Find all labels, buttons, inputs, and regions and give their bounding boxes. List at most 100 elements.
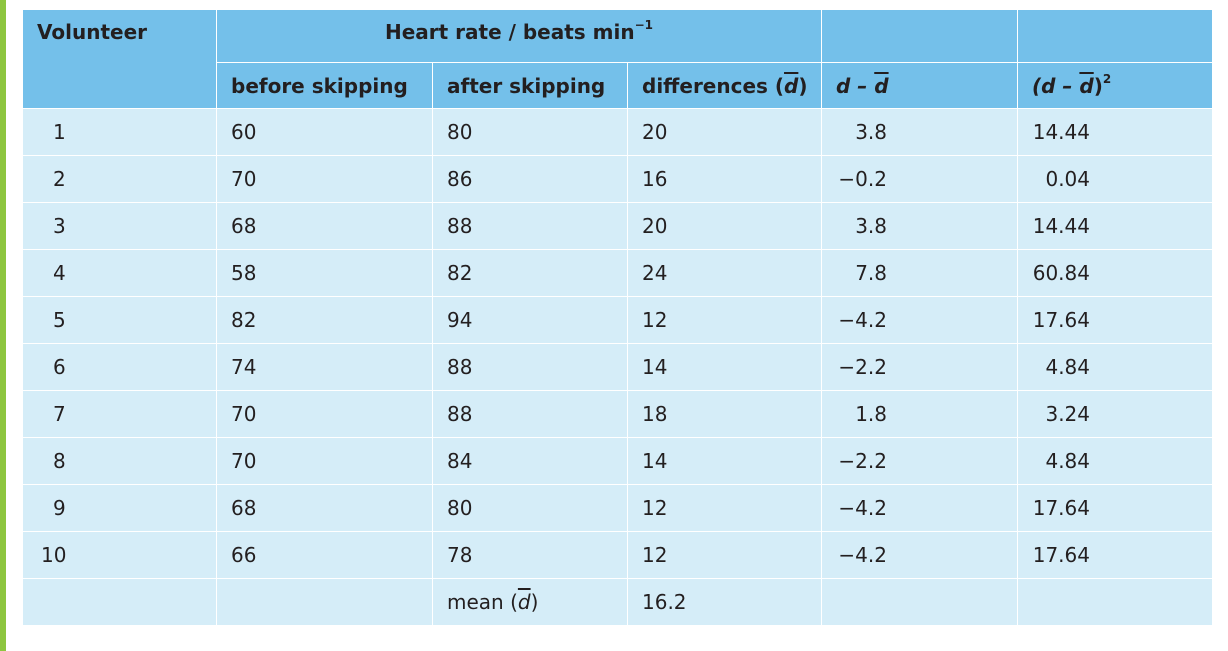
cell-difference: 16	[627, 155, 822, 203]
cell-deviation: −2.2	[821, 437, 1018, 485]
table-row: 10 66 78 12 −4.2 17.64	[22, 531, 1213, 579]
cell-volunteer: 5	[22, 296, 217, 344]
header-squared-open: (d –	[1032, 73, 1080, 98]
table-row: 3 68 88 20 3.8 14.44	[22, 202, 1213, 250]
cell-after: 88	[432, 390, 628, 438]
cell-difference: 12	[627, 531, 822, 579]
cell-after: 82	[432, 249, 628, 297]
cell-before: 82	[216, 296, 433, 344]
header-empty-5	[821, 9, 1018, 63]
cell-squared: 14.44	[1017, 202, 1213, 250]
cell-difference: 14	[627, 437, 822, 485]
header-deviation-symbol: d	[874, 73, 889, 98]
cell-before: 68	[216, 202, 433, 250]
cell-before: 74	[216, 343, 433, 391]
heart-rate-table: Volunteer Heart rate / beats min−1 befor…	[22, 9, 1213, 626]
cell-after: 80	[432, 484, 628, 532]
cell-deviation: −2.2	[821, 343, 1018, 391]
header-row-2: before skipping after skipping differenc…	[23, 62, 1213, 109]
cell-deviation: 7.8	[821, 249, 1018, 297]
cell-after: 88	[432, 343, 628, 391]
cell-volunteer: 4	[22, 249, 217, 297]
mean-value: 16.2	[627, 578, 822, 626]
cell-deviation: 3.8	[821, 202, 1018, 250]
header-differences: differences (d)	[627, 62, 822, 109]
cell-deviation: 3.8	[821, 108, 1018, 156]
header-heart-rate-group: Heart rate / beats min−1	[216, 9, 822, 63]
mean-row: mean (d) 16.2	[22, 578, 1213, 626]
table-row: 4 58 82 24 7.8 60.84	[22, 249, 1213, 297]
cell-squared: 14.44	[1017, 108, 1213, 156]
mean-empty-1	[22, 578, 217, 626]
cell-before: 60	[216, 108, 433, 156]
table-row: 7 70 88 18 1.8 3.24	[22, 390, 1213, 438]
cell-squared: 17.64	[1017, 484, 1213, 532]
cell-deviation: −4.2	[821, 296, 1018, 344]
cell-before: 58	[216, 249, 433, 297]
cell-difference: 12	[627, 296, 822, 344]
header-before: before skipping	[216, 62, 433, 109]
cell-before: 70	[216, 437, 433, 485]
header-differences-symbol: d	[784, 73, 799, 98]
mean-empty-6	[1017, 578, 1213, 626]
header-volunteer: Volunteer	[22, 9, 217, 109]
cell-difference: 14	[627, 343, 822, 391]
header-squared: (d – d)2	[1017, 62, 1213, 109]
table-body: 1 60 80 20 3.8 14.44 2 70 86 16 −0.2 0.0…	[22, 108, 1213, 626]
cell-deviation: 1.8	[821, 390, 1018, 438]
cell-after: 94	[432, 296, 628, 344]
cell-difference: 24	[627, 249, 822, 297]
cell-squared: 17.64	[1017, 531, 1213, 579]
table-header: Volunteer Heart rate / beats min−1 befor…	[22, 9, 1213, 109]
cell-after: 84	[432, 437, 628, 485]
table-row: 1 60 80 20 3.8 14.44	[22, 108, 1213, 156]
header-squared-symbol: d	[1079, 73, 1094, 98]
mean-empty-5	[821, 578, 1018, 626]
cell-difference: 20	[627, 108, 822, 156]
cell-squared: 60.84	[1017, 249, 1213, 297]
header-volunteer-label: Volunteer	[37, 20, 148, 44]
cell-after: 78	[432, 531, 628, 579]
cell-deviation: −4.2	[821, 531, 1018, 579]
mean-label: mean (d)	[432, 578, 628, 626]
header-deviation: d – d	[821, 62, 1018, 109]
cell-difference: 20	[627, 202, 822, 250]
cell-after: 80	[432, 108, 628, 156]
cell-deviation: −0.2	[821, 155, 1018, 203]
cell-squared: 4.84	[1017, 437, 1213, 485]
header-squared-exponent: 2	[1102, 71, 1112, 86]
header-differences-suffix: )	[798, 73, 808, 98]
cell-difference: 12	[627, 484, 822, 532]
mean-label-suffix: )	[530, 590, 539, 614]
table-row: 2 70 86 16 −0.2 0.04	[22, 155, 1213, 203]
header-squared-close: )	[1093, 73, 1103, 98]
header-after-label: after skipping	[447, 73, 606, 98]
cell-volunteer: 6	[22, 343, 217, 391]
header-empty-6	[1017, 9, 1213, 63]
cell-volunteer: 1	[22, 108, 217, 156]
cell-volunteer: 9	[22, 484, 217, 532]
cell-squared: 4.84	[1017, 343, 1213, 391]
cell-deviation: −4.2	[821, 484, 1018, 532]
cell-difference: 18	[627, 390, 822, 438]
cell-before: 68	[216, 484, 433, 532]
table-row: 5 82 94 12 −4.2 17.64	[22, 296, 1213, 344]
mean-empty-2	[216, 578, 433, 626]
cell-squared: 17.64	[1017, 296, 1213, 344]
cell-volunteer: 7	[22, 390, 217, 438]
header-deviation-prefix: d –	[836, 73, 875, 98]
header-after: after skipping	[432, 62, 628, 109]
cell-before: 66	[216, 531, 433, 579]
cell-volunteer: 10	[22, 531, 217, 579]
header-row-1: Volunteer Heart rate / beats min−1	[22, 9, 1213, 109]
cell-after: 88	[432, 202, 628, 250]
header-differences-prefix: differences (	[642, 73, 785, 98]
cell-squared: 0.04	[1017, 155, 1213, 203]
cell-before: 70	[216, 155, 433, 203]
cell-squared: 3.24	[1017, 390, 1213, 438]
table-row: 9 68 80 12 −4.2 17.64	[22, 484, 1213, 532]
table-row: 8 70 84 14 −2.2 4.84	[22, 437, 1213, 485]
cell-volunteer: 2	[22, 155, 217, 203]
header-before-label: before skipping	[231, 73, 408, 98]
cell-volunteer: 3	[22, 202, 217, 250]
